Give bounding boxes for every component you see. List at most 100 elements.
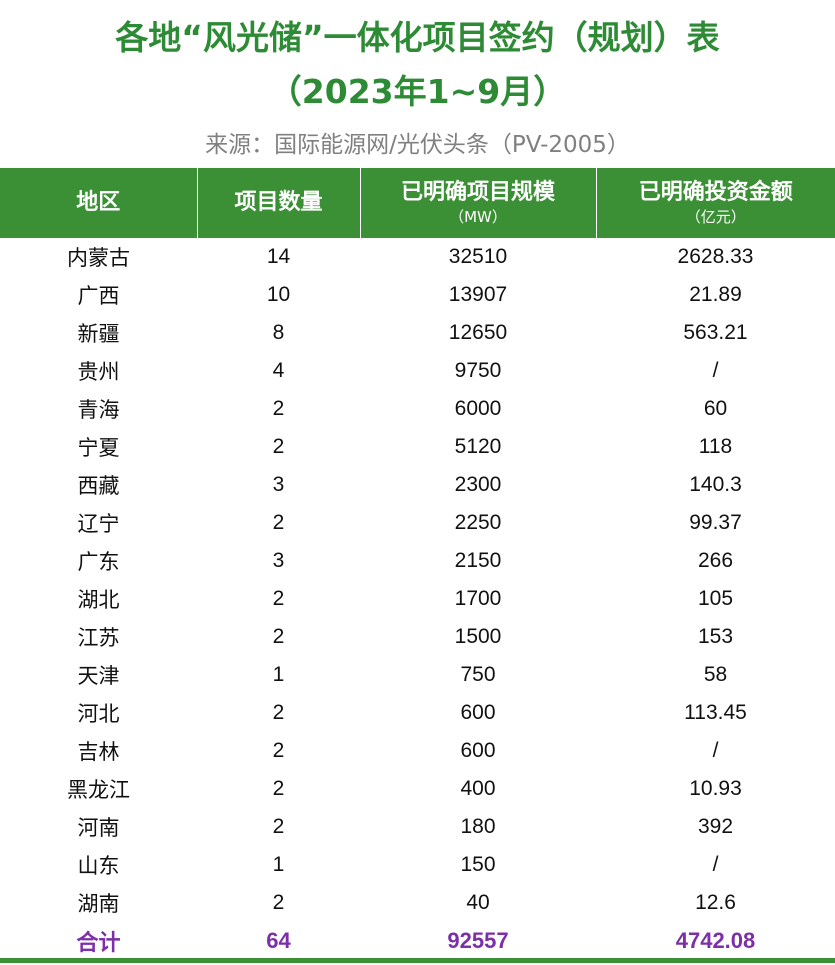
cell-invest: 266 xyxy=(697,549,734,572)
table-row: 广西 10 13907 21.89 xyxy=(0,276,835,314)
cell-count: 2 xyxy=(272,815,285,838)
table-row: 贵州 4 9750 / xyxy=(0,352,835,390)
header-scale-unit: （MW） xyxy=(449,208,507,226)
table-row: 黑龙江 2 400 10.93 xyxy=(0,770,835,808)
cell-invest: 60 xyxy=(703,397,728,420)
header-scale: 已明确项目规模 （MW） xyxy=(360,168,597,238)
source-note: 来源：国际能源网/光伏头条（PV-2005） xyxy=(205,132,630,158)
cell-count: 2 xyxy=(272,739,285,762)
cell-scale: 40 xyxy=(466,891,490,914)
cell-count: 64 xyxy=(266,928,291,953)
table-row: 江苏 2 1500 153 xyxy=(0,618,835,656)
table-row: 湖南 2 40 12.6 xyxy=(0,884,835,922)
cell-scale: 180 xyxy=(460,815,496,838)
cell-region: 河南 xyxy=(77,816,120,840)
cell-region: 内蒙古 xyxy=(67,246,130,270)
table-row: 广东 3 2150 266 xyxy=(0,542,835,580)
cell-scale: 750 xyxy=(460,663,496,686)
cell-invest: 153 xyxy=(697,625,734,648)
header-region: 地区 xyxy=(0,168,198,238)
cell-invest: 563.21 xyxy=(683,321,748,344)
table-row: 辽宁 2 2250 99.37 xyxy=(0,504,835,542)
table-row: 内蒙古 14 32510 2628.33 xyxy=(0,238,835,276)
table-header-row: 地区 项目数量 已明确项目规模 （MW） 已明确投资金额 （亿元） xyxy=(0,168,835,238)
cell-invest: / xyxy=(712,853,719,876)
cell-count: 2 xyxy=(272,625,285,648)
cell-count: 3 xyxy=(272,549,285,572)
header-count: 项目数量 xyxy=(197,168,361,238)
cell-region: 河北 xyxy=(77,702,120,726)
table-row: 宁夏 2 5120 118 xyxy=(0,428,835,466)
table-row: 山东 1 150 / xyxy=(0,846,835,884)
cell-scale: 6000 xyxy=(454,397,502,420)
cell-region: 贵州 xyxy=(77,360,120,384)
cell-region: 广东 xyxy=(77,550,120,574)
cell-region: 宁夏 xyxy=(77,436,120,460)
cell-invest: 12.6 xyxy=(695,891,736,914)
cell-count: 2 xyxy=(272,777,285,800)
header-invest-unit: （亿元） xyxy=(685,208,746,226)
cell-scale: 1700 xyxy=(454,587,502,610)
cell-invest: 99.37 xyxy=(689,511,742,534)
cell-invest: 140.3 xyxy=(689,473,742,496)
header-invest: 已明确投资金额 （亿元） xyxy=(596,168,835,238)
cell-region: 青海 xyxy=(77,398,120,422)
cell-scale: 32510 xyxy=(448,245,508,268)
table-row: 天津 1 750 58 xyxy=(0,656,835,694)
cell-scale: 2250 xyxy=(454,511,502,534)
cell-count: 2 xyxy=(272,701,285,724)
cell-region: 湖北 xyxy=(77,588,120,612)
cell-invest: 21.89 xyxy=(689,283,742,306)
table-row: 河南 2 180 392 xyxy=(0,808,835,846)
projects-table: 地区 项目数量 已明确项目规模 （MW） 已明确投资金额 （亿元） 内蒙古 14 3… xyxy=(0,168,835,960)
cell-count: 1 xyxy=(272,853,285,876)
cell-count: 10 xyxy=(266,283,291,306)
cell-scale: 1500 xyxy=(454,625,502,648)
cell-scale: 9750 xyxy=(454,359,502,382)
cell-invest: 113.45 xyxy=(684,701,747,724)
cell-count: 4 xyxy=(272,359,285,382)
cell-region: 西藏 xyxy=(77,474,120,498)
cell-invest: 392 xyxy=(697,815,734,838)
cell-scale: 5120 xyxy=(454,435,502,458)
cell-count: 1 xyxy=(272,663,285,686)
cell-invest: 118 xyxy=(698,435,733,458)
cell-scale: 92557 xyxy=(447,928,509,953)
cell-count: 2 xyxy=(272,435,285,458)
cell-count: 3 xyxy=(272,473,285,496)
cell-count: 8 xyxy=(272,321,285,344)
cell-invest: 58 xyxy=(703,663,728,686)
cell-invest: 2628.33 xyxy=(677,245,754,268)
table-row: 西藏 3 2300 140.3 xyxy=(0,466,835,504)
page-subtitle-date-range: （2023年1~9月） xyxy=(268,72,567,111)
cell-region: 吉林 xyxy=(77,740,120,764)
cell-invest: 10.93 xyxy=(689,777,742,800)
cell-invest: / xyxy=(712,359,719,382)
cell-scale: 600 xyxy=(460,739,496,762)
table-row: 河北 2 600 113.45 xyxy=(0,694,835,732)
page-title: 各地“风光储”一体化项目签约（规划）表 xyxy=(115,18,720,57)
cell-invest: / xyxy=(712,739,719,762)
cell-region: 合计 xyxy=(76,931,121,956)
cell-scale: 2150 xyxy=(454,549,502,572)
cell-region: 山东 xyxy=(77,854,120,878)
bottom-divider xyxy=(0,958,835,963)
cell-count: 2 xyxy=(272,511,285,534)
cell-region: 广西 xyxy=(77,284,120,308)
table-row: 湖北 2 1700 105 xyxy=(0,580,835,618)
cell-scale: 400 xyxy=(460,777,496,800)
cell-region: 江苏 xyxy=(77,626,120,650)
cell-invest: 105 xyxy=(697,587,734,610)
cell-region: 辽宁 xyxy=(77,512,120,536)
cell-invest: 4742.08 xyxy=(675,928,756,953)
cell-scale: 13907 xyxy=(448,283,508,306)
cell-count: 14 xyxy=(266,245,291,268)
cell-region: 天津 xyxy=(77,664,120,688)
cell-count: 2 xyxy=(272,397,285,420)
cell-region: 黑龙江 xyxy=(67,778,130,802)
table-row: 新疆 8 12650 563.21 xyxy=(0,314,835,352)
cell-region: 新疆 xyxy=(77,322,120,346)
cell-scale: 2300 xyxy=(454,473,502,496)
cell-region: 湖南 xyxy=(77,892,120,916)
table-row: 吉林 2 600 / xyxy=(0,732,835,770)
